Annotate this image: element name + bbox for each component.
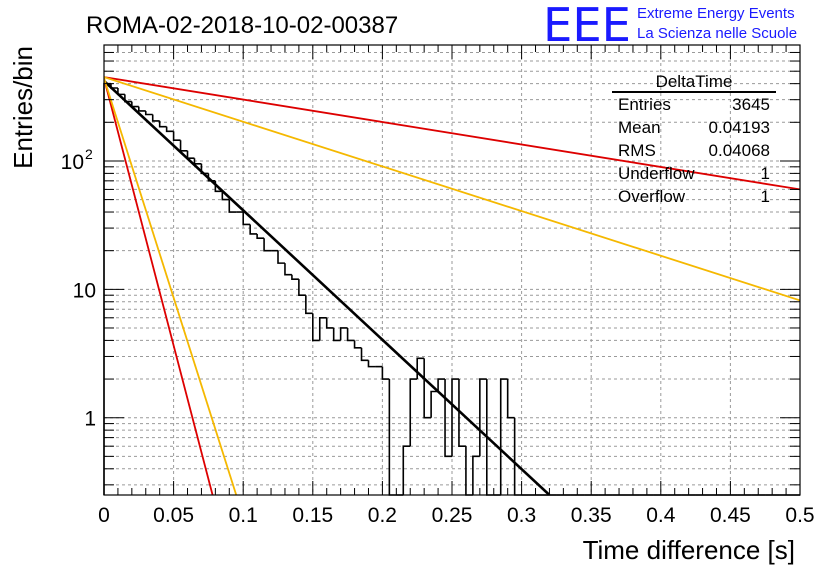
histogram-bin: [242, 212, 251, 226]
stats-row-label: Mean: [618, 118, 661, 137]
stats-row-label: Underflow: [618, 164, 695, 183]
y-tick-label: 10: [73, 279, 96, 302]
histogram-bin: [353, 340, 362, 349]
histogram-bin: [165, 126, 174, 133]
histogram-bin: [332, 327, 341, 342]
orange-band-line: [104, 76, 800, 302]
stats-rows: Entries 3645 Mean 0.04193 RMS 0.04068 Underflo…: [618, 95, 770, 206]
orange-band-line-steep: [104, 78, 238, 495]
histogram-bin: [437, 378, 446, 392]
histogram-bin: [298, 279, 306, 296]
histogram-bin: [172, 131, 181, 142]
x-tick-label: 0.05: [153, 504, 194, 527]
histogram-bin: [256, 233, 265, 240]
histogram-bin: [506, 379, 515, 419]
eee-logo: EEE: [543, 0, 631, 52]
histogram-bin: [465, 446, 473, 496]
y-tick-label: 1: [84, 408, 96, 431]
stats-row-value: 0.04193: [709, 118, 770, 137]
histogram-bin: [409, 378, 418, 447]
x-tick-label: 0.1: [229, 504, 258, 527]
histogram-bin: [221, 191, 230, 201]
histogram-bin: [402, 445, 411, 495]
x-tick-label: 0.4: [646, 504, 676, 527]
histogram-bin: [367, 360, 376, 368]
logo-subtitle-1: Extreme Energy Events: [637, 5, 795, 22]
histogram-bin: [458, 379, 466, 447]
histogram-bin: [499, 378, 508, 495]
logo-subtitle-2: La Scienza nelle Scuole: [637, 25, 797, 42]
x-tick-label: 0.5: [785, 504, 814, 527]
stats-row-value: 1: [761, 187, 770, 206]
x-axis-title: Time difference [s]: [583, 535, 795, 565]
histogram-bin: [388, 379, 397, 496]
histogram-bin: [263, 238, 272, 252]
histogram-bin: [472, 455, 480, 495]
histogram-bin: [200, 163, 209, 175]
histogram-bin: [151, 114, 160, 122]
stats-row-label: Overflow: [618, 187, 686, 206]
histogram-bin: [318, 317, 327, 341]
x-tick-label: 0: [98, 504, 110, 527]
stats-box: DeltaTime Entries 3645 Mean 0.04193 RMS 0.040…: [612, 72, 776, 206]
y-tick-label-exponent: 2: [85, 146, 93, 162]
histogram-bin: [249, 224, 258, 235]
red-band-line: [104, 76, 800, 191]
histogram-bin: [423, 358, 432, 419]
axis-ticks: [103, 44, 801, 495]
histogram-bin: [138, 106, 146, 112]
histogram-bin: [277, 250, 285, 264]
histogram-bin: [430, 390, 439, 418]
stats-title: DeltaTime: [656, 72, 733, 91]
red-band-line-steep: [104, 78, 214, 495]
stats-row-value: 1: [761, 164, 770, 183]
histogram-bin: [228, 199, 237, 213]
histogram-bin: [186, 150, 195, 160]
histogram-bin: [284, 263, 292, 276]
histogram-bin: [312, 313, 320, 342]
x-tick-label: 0.45: [710, 504, 751, 527]
histogram-bin: [360, 347, 369, 362]
histogram-bin: [144, 110, 153, 116]
histogram-bin: [291, 274, 299, 280]
fit-lines: [104, 76, 800, 495]
stats-row-value: 0.04068: [709, 141, 770, 160]
x-tick-label: 0.3: [507, 504, 536, 527]
histogram-bin: [305, 295, 313, 315]
x-tick-label: 0.15: [292, 504, 333, 527]
stats-row-value: 3645: [732, 95, 770, 114]
histogram-bin: [325, 317, 334, 329]
run-title: ROMA-02-2018-10-02-00387: [86, 12, 398, 39]
histogram-bin: [346, 327, 355, 342]
x-tick-label: 0.35: [571, 504, 612, 527]
histogram-bin: [179, 140, 188, 152]
y-axis-title: Entries/bin: [8, 46, 38, 169]
histogram-bin: [451, 378, 459, 457]
histogram-bin: [444, 379, 452, 458]
x-tick-label: 0.25: [432, 504, 473, 527]
histogram-bin: [131, 101, 139, 108]
histogram-bin: [381, 366, 390, 380]
stats-row-label: RMS: [618, 141, 656, 160]
tick-labels: 0 0.05 0.1 0.15 0.2 0.25 0.3 0.35 0.4 0.45 0.5 1 10 1…: [61, 146, 815, 527]
stats-row-label: Entries: [618, 95, 671, 114]
histogram-bin: [339, 327, 348, 341]
histogram-bin: [158, 120, 167, 128]
y-tick-label: 10: [61, 151, 84, 174]
x-tick-label: 0.2: [368, 504, 397, 527]
fit-line: [104, 79, 551, 495]
